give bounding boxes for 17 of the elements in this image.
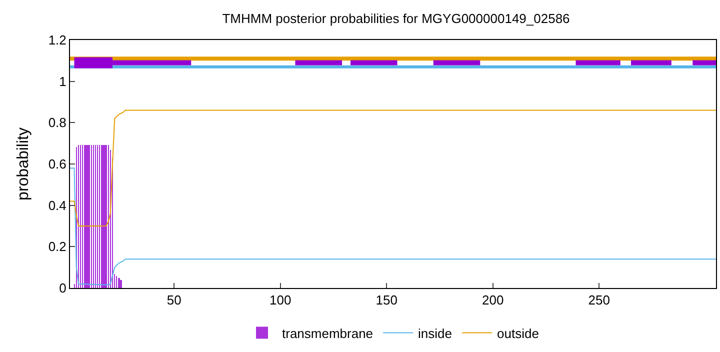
x-tick-label: 100	[270, 292, 292, 308]
y-tick-label: 0.4	[48, 198, 66, 213]
x-tick-label: 250	[588, 292, 610, 308]
x-tick-label: 50	[166, 292, 182, 308]
y-axis-title: probability	[15, 128, 32, 200]
y-tick-label: 1	[59, 74, 66, 89]
y-tick-label: 0.6	[48, 156, 66, 172]
y-tick-label: 0.2	[48, 239, 66, 254]
y-tick-label: 1.2	[48, 32, 66, 48]
legend-label: transmembrane	[282, 326, 374, 341]
y-tick-label: 0	[59, 280, 66, 296]
x-tick-label: 200	[482, 292, 504, 308]
legend-label: inside	[418, 326, 452, 341]
y-tick-label: 0.8	[48, 115, 66, 130]
x-tick-label: 150	[376, 292, 398, 308]
legend-label: outside	[497, 326, 539, 341]
chart-title: TMHMM posterior probabilities for MGYG000000149_02586	[222, 11, 570, 26]
